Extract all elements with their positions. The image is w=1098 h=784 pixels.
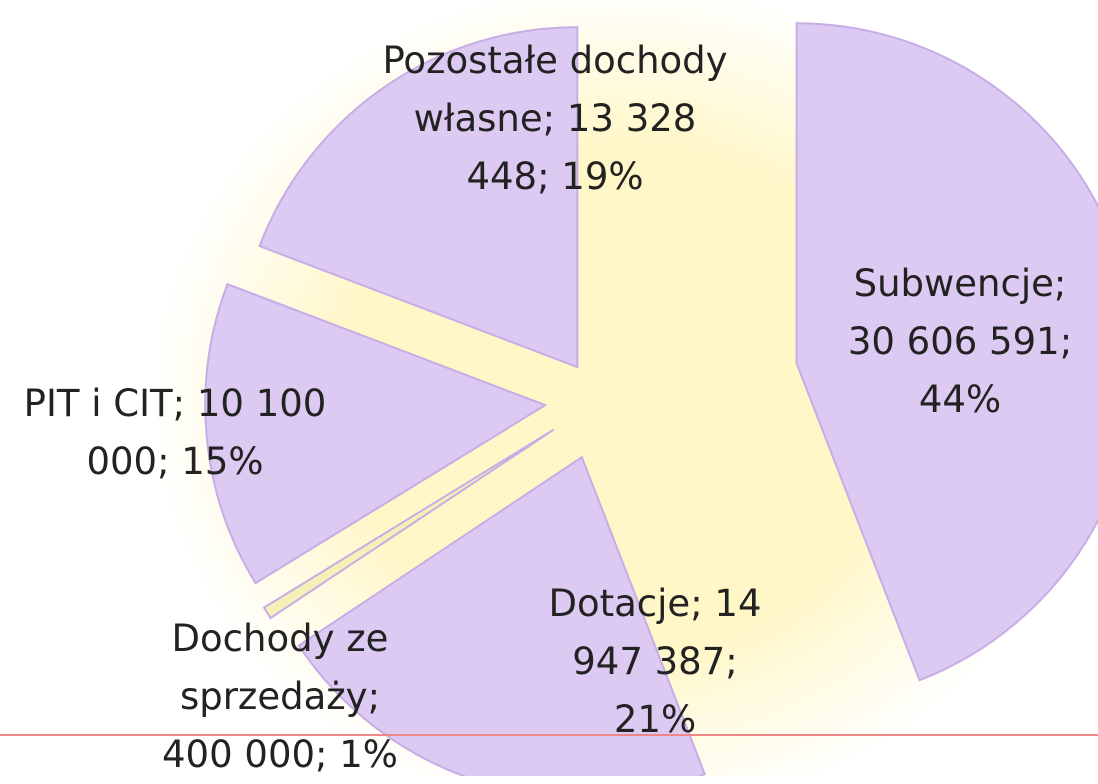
percent-label: 19% [561, 155, 644, 198]
separator: ; [315, 733, 328, 776]
slice-label: Dotacje; 14 947 387; 21% [530, 575, 780, 749]
separator: ; [537, 155, 550, 198]
separator: ; [172, 382, 186, 425]
pie-slice [258, 26, 579, 369]
category-name: Pozostałe dochody własne [382, 39, 728, 140]
slice-label: Subwencje; 30 606 591; 44% [830, 255, 1090, 429]
value-label: 400 000 [162, 733, 316, 776]
percent-label: 21% [613, 698, 697, 741]
slice-label: Dochody ze sprzedaży; 400 000; 1% [150, 610, 410, 784]
separator: ; [1053, 262, 1067, 305]
value-label: 13 328 448 [466, 97, 697, 198]
slice-label: PIT i CIT; 10 100 000; 15% [0, 375, 350, 491]
separator: ; [690, 582, 703, 625]
percent-label: 15% [181, 440, 264, 483]
value-label: 30 606 591 [847, 320, 1060, 363]
category-name: Dotacje [548, 582, 691, 625]
pie-slice [795, 22, 1098, 682]
category-name: PIT i CIT [23, 382, 173, 425]
value-label: 14 947 387 [572, 582, 762, 683]
separator: ; [157, 440, 170, 483]
category-name: Subwencje [853, 262, 1054, 305]
separator: ; [542, 97, 556, 140]
category-name: Dochody ze sprzedaży [171, 617, 389, 718]
value-label: 10 100 000 [86, 382, 327, 483]
separator: ; [1059, 320, 1073, 363]
separator: ; [367, 675, 381, 718]
pie-slice [204, 282, 548, 585]
percent-label: 1% [339, 733, 398, 776]
separator: ; [725, 640, 738, 683]
percent-label: 44% [918, 378, 1002, 421]
pie-slice [297, 455, 707, 776]
slice-label: Pozostałe dochody własne; 13 328 448; 19… [380, 32, 730, 206]
pie-slice [262, 428, 555, 620]
